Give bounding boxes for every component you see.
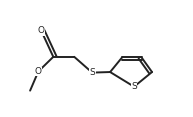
Text: S: S	[131, 82, 137, 91]
Text: O: O	[38, 26, 45, 35]
Text: O: O	[35, 67, 42, 76]
Text: S: S	[89, 68, 95, 77]
